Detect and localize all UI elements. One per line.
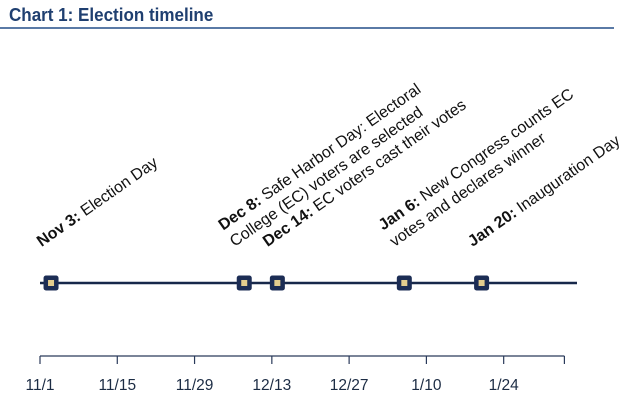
axis-tick-label: 11/15: [98, 377, 137, 394]
axis-tick-label: 1/10: [411, 377, 442, 394]
axis-tick-label: 11/29: [175, 377, 214, 394]
event-marker-center: [48, 280, 55, 286]
axis-tick-label: 1/24: [488, 377, 519, 394]
axis-tick-label: 12/13: [252, 377, 292, 394]
event-marker-center: [401, 280, 408, 286]
event-marker-center: [274, 280, 281, 286]
title-divider: [0, 27, 614, 29]
axis-tick-label: 11/1: [25, 377, 55, 394]
event-marker-center: [241, 280, 248, 286]
axis-tick-label: 12/27: [329, 377, 369, 394]
page-title: Chart 1: Election timeline: [9, 4, 214, 25]
event-marker-center: [478, 280, 485, 286]
